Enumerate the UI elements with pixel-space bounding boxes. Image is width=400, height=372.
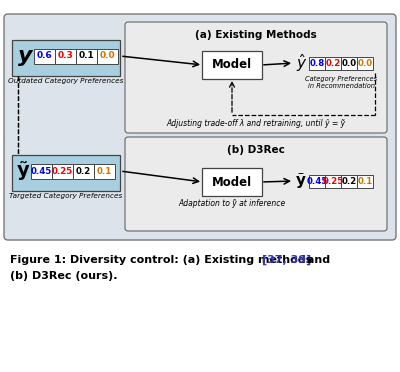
Text: 0.6: 0.6 [37, 51, 52, 61]
Text: Category Preferences
in Recommendation: Category Preferences in Recommendation [305, 76, 377, 89]
FancyBboxPatch shape [4, 14, 396, 240]
FancyBboxPatch shape [55, 48, 76, 64]
FancyBboxPatch shape [325, 174, 341, 187]
Text: 0.25: 0.25 [52, 167, 73, 176]
FancyBboxPatch shape [309, 57, 325, 70]
FancyBboxPatch shape [125, 22, 387, 133]
Text: y: y [18, 46, 32, 66]
Text: 0.1: 0.1 [357, 176, 373, 186]
FancyBboxPatch shape [125, 137, 387, 231]
Text: (a) Existing Methods: (a) Existing Methods [195, 30, 317, 40]
Text: Model: Model [212, 58, 252, 71]
Text: Model: Model [212, 176, 252, 189]
FancyBboxPatch shape [202, 51, 262, 79]
Text: 0.45: 0.45 [31, 167, 52, 176]
Text: ỹ: ỹ [17, 161, 30, 180]
FancyBboxPatch shape [309, 174, 325, 187]
Text: 0.0: 0.0 [100, 51, 115, 61]
Text: (b) D3Rec: (b) D3Rec [227, 145, 285, 155]
Text: Targeted Category Preferences: Targeted Category Preferences [9, 193, 123, 199]
Text: 0.2: 0.2 [325, 58, 341, 67]
Text: and: and [303, 255, 330, 265]
Text: 0.8: 0.8 [309, 58, 325, 67]
FancyBboxPatch shape [341, 174, 357, 187]
Text: 0.2: 0.2 [341, 176, 357, 186]
Text: 0.25: 0.25 [322, 176, 344, 186]
Text: Adaptation to ỹ at inference: Adaptation to ỹ at inference [178, 199, 286, 208]
Text: 0.0: 0.0 [342, 58, 356, 67]
FancyBboxPatch shape [357, 174, 373, 187]
Text: (b) D3Rec (ours).: (b) D3Rec (ours). [10, 271, 118, 281]
FancyBboxPatch shape [12, 40, 120, 76]
Text: 0.1: 0.1 [97, 167, 112, 176]
FancyBboxPatch shape [73, 164, 94, 179]
FancyBboxPatch shape [357, 57, 373, 70]
Text: 0.3: 0.3 [58, 51, 73, 61]
Text: 0.0: 0.0 [358, 58, 372, 67]
Text: 0.2: 0.2 [76, 167, 91, 176]
FancyBboxPatch shape [97, 48, 118, 64]
FancyBboxPatch shape [325, 57, 341, 70]
FancyBboxPatch shape [94, 164, 115, 179]
Text: Adjusting trade-off λ and retraining, until ŷ = ỹ: Adjusting trade-off λ and retraining, un… [166, 119, 346, 128]
FancyBboxPatch shape [52, 164, 73, 179]
FancyBboxPatch shape [202, 168, 262, 196]
Text: ỹ: ỹ [296, 173, 306, 189]
Text: [37, 39]: [37, 39] [262, 255, 312, 265]
FancyBboxPatch shape [341, 57, 357, 70]
Text: $\hat{y}$: $\hat{y}$ [296, 52, 308, 74]
Text: Outdated Category Preferences: Outdated Category Preferences [8, 78, 124, 84]
FancyBboxPatch shape [31, 164, 52, 179]
FancyBboxPatch shape [12, 155, 120, 191]
Text: Figure 1: Diversity control: (a) Existing methods: Figure 1: Diversity control: (a) Existin… [10, 255, 316, 265]
FancyBboxPatch shape [76, 48, 97, 64]
Text: 0.45: 0.45 [306, 176, 328, 186]
FancyBboxPatch shape [34, 48, 55, 64]
Text: 0.1: 0.1 [79, 51, 94, 61]
